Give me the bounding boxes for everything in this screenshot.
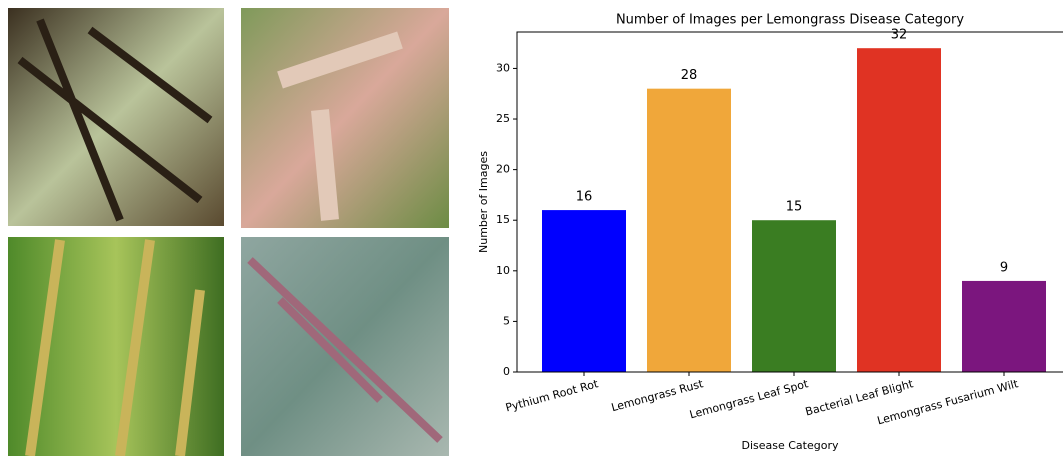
x-tick-label: Pythium Root Rot (504, 377, 600, 414)
value-label: 9 (1000, 260, 1008, 275)
value-label: 28 (681, 68, 698, 83)
bar (752, 220, 836, 372)
photo (241, 8, 449, 228)
bar (542, 210, 626, 372)
photos (8, 8, 449, 456)
y-tick-label: 0 (503, 365, 510, 378)
value-label: 15 (786, 200, 803, 215)
chart-title: Number of Images per Lemongrass Disease … (616, 13, 964, 28)
bar (962, 281, 1046, 372)
value-label: 16 (576, 190, 593, 205)
figure: Number of Images per Lemongrass Disease … (0, 0, 1064, 456)
y-axis-label: Number of Images (477, 151, 490, 253)
y-tick-label: 20 (496, 163, 510, 176)
y-tick-label: 5 (503, 314, 510, 327)
y-tick-label: 30 (496, 61, 510, 74)
value-label: 32 (891, 28, 908, 43)
bar (857, 48, 941, 372)
y-tick-label: 10 (496, 264, 510, 277)
y-tick-label: 15 (496, 213, 510, 226)
x-tick-label: Lemongrass Leaf Spot (688, 377, 810, 421)
y-tick-label: 25 (496, 112, 510, 125)
bar (647, 89, 731, 372)
page: {"chart_data": {"type": "bar", "title": … (0, 0, 1064, 456)
x-axis-label: Disease Category (741, 439, 838, 452)
